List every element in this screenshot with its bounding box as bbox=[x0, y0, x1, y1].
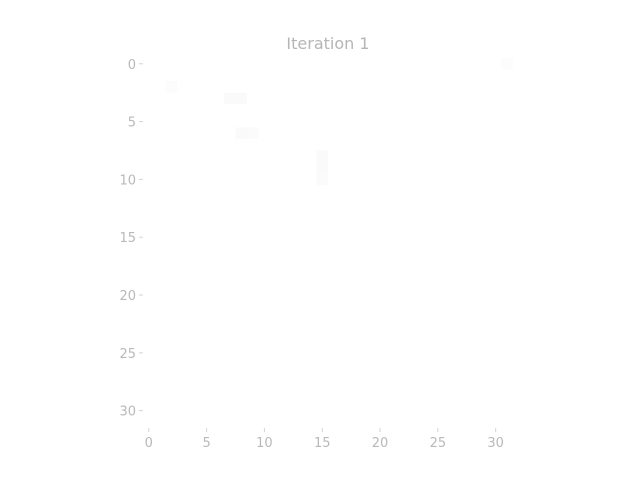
heatmap-cell bbox=[316, 150, 328, 163]
heatmap-cell bbox=[166, 81, 178, 93]
x-tick-label: 15 bbox=[314, 436, 331, 451]
x-tick-label: 25 bbox=[430, 436, 447, 451]
y-tick-label: 30 bbox=[119, 405, 136, 420]
plot-area bbox=[143, 58, 513, 428]
heatmap-background bbox=[143, 58, 513, 428]
y-tick-label: 25 bbox=[119, 347, 136, 362]
heatmap-cell bbox=[223, 92, 236, 105]
x-tick-label: 5 bbox=[202, 436, 210, 451]
heatmap-cell bbox=[316, 162, 328, 174]
y-axis: 0 5 10 15 20 25 30 bbox=[119, 58, 143, 420]
heatmap-cell bbox=[316, 173, 328, 186]
x-tick-label: 20 bbox=[372, 436, 389, 451]
heatmap-cell bbox=[501, 58, 513, 70]
x-tick-label: 0 bbox=[145, 436, 153, 451]
y-tick-label: 5 bbox=[128, 116, 136, 131]
x-tick-label: 30 bbox=[487, 436, 504, 451]
heatmap-cell bbox=[247, 127, 259, 139]
heatmap-cell bbox=[235, 127, 248, 139]
y-tick-label: 10 bbox=[119, 173, 136, 188]
y-tick-label: 15 bbox=[119, 231, 136, 246]
heatmap-cell bbox=[235, 92, 248, 105]
x-tick-label: 10 bbox=[256, 436, 273, 451]
y-tick-label: 20 bbox=[119, 289, 136, 304]
y-tick-label: 0 bbox=[128, 58, 136, 73]
chart-title: Iteration 1 bbox=[286, 34, 369, 53]
x-axis: 0 5 10 15 20 25 30 bbox=[145, 428, 504, 451]
